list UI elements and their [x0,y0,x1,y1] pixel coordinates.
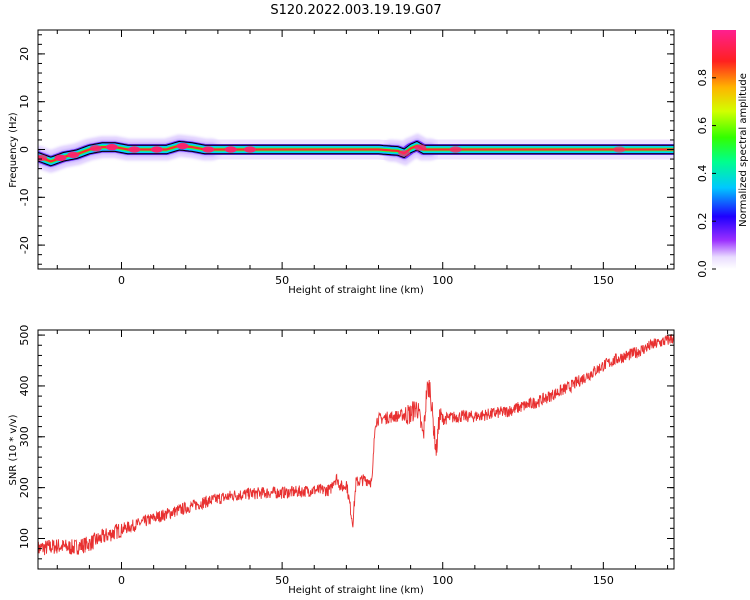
snr-x-tick-label: 150 [593,574,614,587]
ridge-edge-upper [38,140,674,158]
spectrogram-x-tick-label: 150 [593,274,614,287]
ridge-core-red [38,144,674,163]
colorbar-tick-label: 0.2 [696,212,709,230]
spectrogram-y-tick-label: 20 [18,47,31,61]
snr-x-tick-label: 0 [118,574,125,587]
colorbar: 0.0 0.2 0.4 0.6 0.8 Normalized spectral ampl… [696,30,749,278]
snr-y-tick-label: 100 [18,528,31,549]
ridge-hotspot [202,146,215,153]
spectrogram-y-tick-label: 10 [18,95,31,109]
ridge-hotspot [67,151,80,159]
chart-title: S120.2022.003.19.19.G07 [270,3,441,18]
spectrogram-ticks: 0 50 100 150 -20 -10 0 10 20 [18,30,674,287]
colorbar-label: Normalized spectral amplitude [738,73,749,227]
snr-y-tick-label: 200 [18,477,31,498]
spectrogram-panel: 0 50 100 150 -20 -10 0 10 20 Height of straight … [8,29,675,296]
spectrogram-y-tick-label: 0 [18,146,31,153]
ridge-hotspot [398,150,411,157]
snr-y-tick-label: 300 [18,426,31,447]
ridge-hotspot [128,146,141,153]
ridge-hotspot [150,146,163,153]
spectrogram-x-axis-label: Height of straight line (km) [288,285,424,296]
spectrogram-x-tick-label: 50 [275,274,289,287]
colorbar-tick-label: 0.4 [696,165,709,183]
spectrogram-ridge [38,133,674,173]
snr-y-tick-label: 400 [18,375,31,396]
spectrogram-y-tick-label: -20 [18,236,31,254]
snr-x-tick-label: 100 [432,574,453,587]
ridge-hotspot [449,146,462,153]
ridge-hotspot [613,146,626,153]
snr-x-axis-label: Height of straight line (km) [288,585,424,596]
snr-ticks: 0 50 100 150 100 200 300 400 500 [18,325,674,587]
colorbar-tick-label: 0.6 [696,117,709,135]
ridge-hotspot [54,154,67,162]
snr-y-axis-label: SNR (10 * v/v) [8,414,19,485]
ridge-hotspot [89,145,102,152]
ridge-hotspot [224,146,237,153]
snr-series-line [38,334,674,557]
snr-y-tick-label: 500 [18,325,31,346]
ridge-hotspot [244,146,256,153]
ridge-edge-lower [38,149,674,167]
snr-panel: 0 50 100 150 100 200 300 400 500 Height of strai… [8,325,675,596]
colorbar-tick-label: 0.0 [696,260,709,278]
snr-x-tick-label: 50 [275,574,289,587]
ridge-hotspot [176,142,189,150]
spectrogram-x-tick-label: 100 [432,274,453,287]
spectrogram-y-axis-label: Frequency (Hz) [8,112,19,188]
colorbar-gradient [712,30,736,269]
ridge-hotspot [38,154,48,162]
snr-plot-frame [37,329,675,570]
ridge-hotspot [414,144,427,151]
colorbar-ticks: 0.0 0.2 0.4 0.6 0.8 [696,69,716,278]
colorbar-tick-label: 0.8 [696,69,709,87]
spectrogram-x-tick-label: 0 [118,274,125,287]
ridge-hotspot [105,143,118,151]
spectrogram-y-tick-label: -10 [18,188,31,206]
